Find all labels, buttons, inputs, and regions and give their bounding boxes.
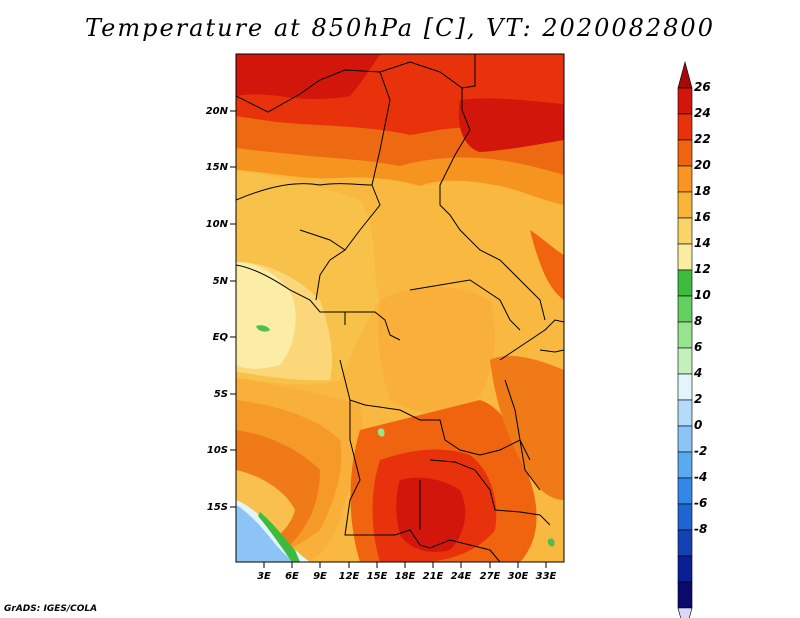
colorbar-segment (677, 555, 693, 583)
lon-label-30e: 30E (508, 571, 529, 582)
colorbar-bottom-arrow (677, 607, 693, 618)
longitude-axis: 3E 6E 9E 12E 15E 18E 21E 24E 27E 30E 33E (257, 562, 557, 582)
colorbar-segment (677, 191, 693, 219)
colorbar-segment (677, 347, 693, 375)
lon-label-9e: 9E (313, 571, 327, 582)
colorbar-segment (677, 321, 693, 349)
colorbar-label-minus6: -6 (694, 496, 707, 510)
colorbar-label-10: 10 (694, 288, 711, 302)
colorbar-label-16: 16 (694, 210, 711, 224)
colorbar-label-minus4: -4 (694, 470, 707, 484)
lon-label-18e: 18E (395, 571, 416, 582)
colorbar-segment (677, 529, 693, 557)
colorbar-segment (677, 269, 693, 297)
colorbar-label-minus2: -2 (694, 444, 707, 458)
colorbar-segment (677, 243, 693, 271)
colorbar-segment (677, 295, 693, 323)
latitude-axis: 20N 15N 10N 5N EQ 5S 10S 15S (206, 106, 236, 513)
lat-label-15s: 15S (207, 502, 228, 513)
lon-label-6e: 6E (285, 571, 299, 582)
colorbar-label-8: 8 (694, 314, 702, 328)
colorbar-segment (677, 503, 693, 531)
colorbar-segment (677, 399, 693, 427)
colorbar-top-arrow (677, 60, 693, 89)
colorbar-label-6: 6 (694, 340, 702, 354)
lon-label-12e: 12E (339, 571, 360, 582)
lat-label-eq: EQ (213, 332, 229, 343)
lat-label-5n: 5N (213, 276, 229, 287)
lat-label-5s: 5S (214, 389, 228, 400)
colorbar-label-12: 12 (694, 262, 711, 276)
lat-label-15n: 15N (206, 162, 229, 173)
colorbar: 26 24 22 20 18 16 14 12 10 8 6 4 2 0 -2 … (677, 60, 711, 618)
colorbar-label-20: 20 (694, 158, 711, 172)
lon-label-24e: 24E (451, 571, 472, 582)
colorbar-label-14: 14 (694, 236, 711, 250)
colorbar-segment (677, 581, 693, 609)
colorbar-label-minus8: -8 (694, 522, 707, 536)
colorbar-segment (677, 373, 693, 401)
colorbar-segment (677, 165, 693, 193)
grads-credit: GrADS: IGES/COLA (4, 604, 98, 614)
lon-label-27e: 27E (480, 571, 501, 582)
colorbar-segment (677, 113, 693, 141)
colorbar-segment (677, 217, 693, 245)
lat-label-10n: 10N (206, 219, 229, 230)
temperature-field (236, 54, 564, 562)
lon-label-21e: 21E (423, 571, 444, 582)
colorbar-label-22: 22 (694, 132, 711, 146)
lon-label-15e: 15E (367, 571, 388, 582)
chart-title: Temperature at 850hPa [C], VT: 202008280… (85, 14, 715, 42)
lon-label-3e: 3E (257, 571, 271, 582)
colorbar-segment (677, 451, 693, 479)
colorbar-label-24: 24 (694, 106, 711, 120)
lon-label-33e: 33E (536, 571, 557, 582)
colorbar-label-0: 0 (694, 418, 702, 432)
map-frame (235, 53, 565, 563)
colorbar-segment (677, 87, 693, 115)
colorbar-label-4: 4 (693, 366, 702, 380)
colorbar-segment (677, 477, 693, 505)
lat-label-20n: 20N (206, 106, 229, 117)
colorbar-segment (677, 139, 693, 167)
country-borders (236, 54, 564, 562)
colorbar-label-18: 18 (694, 184, 711, 198)
colorbar-segment (677, 425, 693, 453)
lat-label-10s: 10S (207, 445, 228, 456)
colorbar-label-2: 2 (694, 392, 702, 406)
colorbar-label-26: 26 (694, 80, 711, 94)
